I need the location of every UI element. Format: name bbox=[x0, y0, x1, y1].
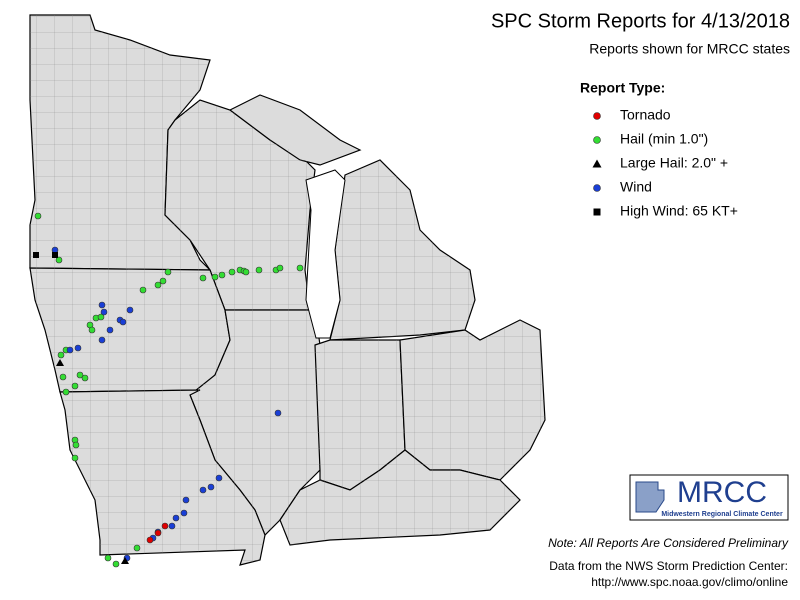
report-marker bbox=[276, 264, 284, 272]
report-marker bbox=[242, 268, 250, 276]
report-marker bbox=[97, 313, 105, 321]
report-marker bbox=[228, 268, 236, 276]
report-marker bbox=[66, 346, 74, 354]
report-marker bbox=[172, 514, 180, 522]
legend-symbol bbox=[593, 112, 601, 120]
county-grid bbox=[30, 15, 545, 565]
report-marker bbox=[56, 359, 64, 366]
logo-full-name: Midwestern Regional Climate Center bbox=[661, 511, 783, 518]
report-marker bbox=[146, 536, 154, 544]
report-marker bbox=[52, 252, 58, 258]
legend-title: Report Type: bbox=[580, 80, 665, 96]
legend-symbol bbox=[593, 136, 601, 144]
subtitle: Reports shown for MRCC states bbox=[589, 41, 790, 57]
report-marker bbox=[71, 454, 79, 462]
report-marker bbox=[161, 522, 169, 530]
legend: Tornado Hail (min 1.0") Large Hail: 2.0" +… bbox=[592, 107, 738, 219]
report-marker bbox=[98, 301, 106, 309]
report-marker bbox=[62, 388, 70, 396]
report-marker bbox=[133, 544, 141, 552]
logo-map bbox=[635, 481, 665, 513]
report-marker bbox=[182, 496, 190, 504]
report-marker bbox=[104, 554, 112, 562]
report-marker bbox=[168, 522, 176, 530]
states bbox=[29, 14, 546, 566]
report-marker bbox=[59, 373, 67, 381]
report-marker bbox=[81, 374, 89, 382]
report-marker bbox=[112, 560, 120, 568]
report-marker bbox=[119, 318, 127, 326]
credit-line1: Data from the NWS Storm Prediction Cente… bbox=[549, 559, 788, 573]
report-marker bbox=[55, 256, 63, 264]
report-marker bbox=[72, 441, 80, 449]
legend-symbol bbox=[593, 184, 601, 192]
legend-symbol bbox=[592, 159, 602, 168]
report-marker bbox=[57, 351, 65, 359]
report-marker bbox=[139, 286, 147, 294]
report-marker bbox=[218, 271, 226, 279]
report-marker bbox=[34, 212, 42, 220]
report-marker bbox=[164, 268, 172, 276]
report-marker bbox=[74, 344, 82, 352]
report-marker bbox=[100, 308, 108, 316]
legend-label: High Wind: 65 KT+ bbox=[620, 203, 738, 219]
logo: MRCC Midwestern Regional Climate Center bbox=[629, 474, 789, 521]
legend-label: Hail (min 1.0") bbox=[620, 131, 708, 147]
report-marker bbox=[199, 274, 207, 282]
report-marker bbox=[154, 281, 162, 289]
legend-label: Wind bbox=[620, 179, 652, 195]
report-marker bbox=[121, 557, 129, 564]
legend-label: Tornado bbox=[620, 107, 671, 123]
report-marker bbox=[88, 326, 96, 334]
report-marker bbox=[274, 409, 282, 417]
note: Note: All Reports Are Considered Prelimi… bbox=[548, 536, 789, 550]
report-marker bbox=[207, 483, 215, 491]
report-marker bbox=[154, 529, 162, 537]
report-marker bbox=[71, 382, 79, 390]
report-marker bbox=[106, 326, 114, 334]
report-marker bbox=[255, 266, 263, 274]
logo-name: MRCC bbox=[677, 476, 767, 509]
report-marker bbox=[211, 273, 219, 281]
report-marker bbox=[296, 264, 304, 272]
lake-michigan bbox=[305, 169, 346, 339]
report-marker bbox=[126, 306, 134, 314]
report-marker bbox=[98, 336, 106, 344]
report-marker bbox=[215, 474, 223, 482]
legend-label: Large Hail: 2.0" + bbox=[620, 155, 728, 171]
report-marker bbox=[180, 509, 188, 517]
report-marker bbox=[76, 371, 84, 379]
title: SPC Storm Reports for 4/13/2018 bbox=[491, 10, 790, 32]
report-marker bbox=[33, 252, 39, 258]
storm-reports bbox=[33, 212, 304, 568]
legend-symbol bbox=[593, 208, 601, 216]
report-marker bbox=[159, 277, 167, 285]
credit-line2: http://www.spc.noaa.gov/climo/online bbox=[591, 575, 788, 589]
report-marker bbox=[199, 486, 207, 494]
